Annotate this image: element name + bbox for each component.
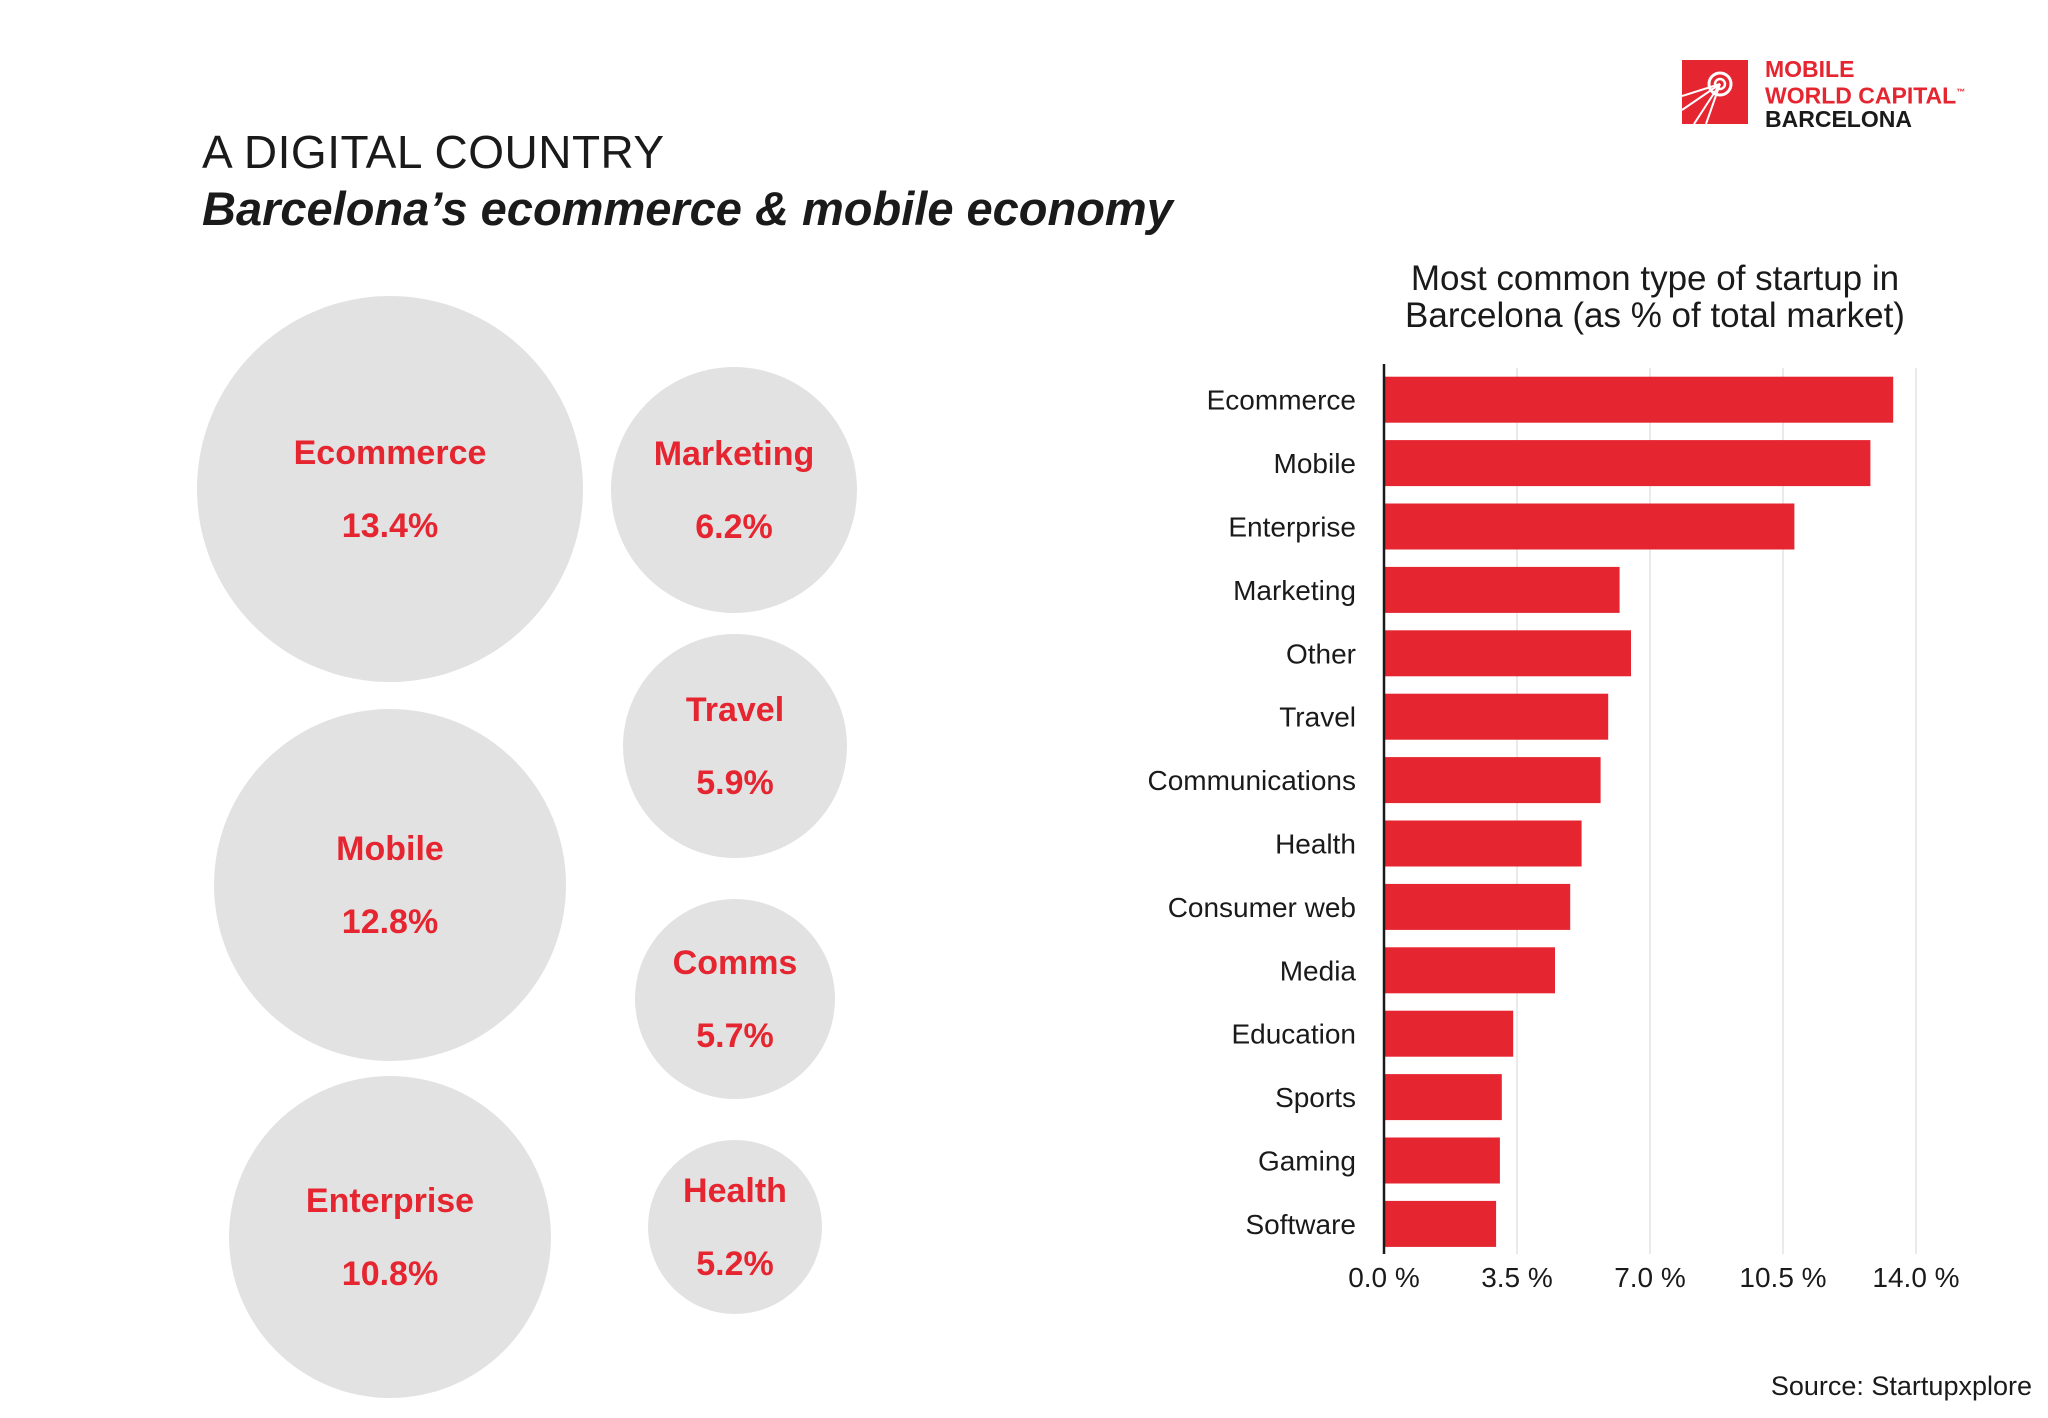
category-label: Travel xyxy=(1279,702,1356,733)
bubble-label: Mobile xyxy=(336,829,444,868)
bubble-label: Marketing xyxy=(653,434,815,473)
logo-line1: MOBILE xyxy=(1765,56,1855,82)
x-tick-label: 7.0 % xyxy=(1614,1262,1686,1293)
bubble-value: 6.2% xyxy=(695,507,773,546)
logo-line2: WORLD CAPITAL xyxy=(1765,82,1957,109)
bar xyxy=(1384,440,1871,487)
chart-title-line1: Most common type of startup in xyxy=(1410,259,1900,298)
logo-wordmark: MOBILE WORLD CAPITAL™ BARCELONA xyxy=(1765,58,1965,131)
bar xyxy=(1384,566,1620,613)
bar xyxy=(1384,1010,1514,1057)
category-label: Communications xyxy=(1147,765,1356,796)
bubble-value: 13.4% xyxy=(341,506,439,545)
chart-title-line2: Barcelona (as % of total market) xyxy=(1405,296,1905,335)
bar xyxy=(1384,1074,1502,1121)
brand-logo: MOBILE WORLD CAPITAL™ BARCELONA xyxy=(1682,58,1982,130)
bubble-health: Health 5.2% xyxy=(648,1140,822,1314)
category-label: Consumer web xyxy=(1168,892,1356,923)
bubble-value: 5.9% xyxy=(696,763,774,802)
bar xyxy=(1384,503,1795,550)
category-label: Health xyxy=(1275,829,1356,860)
category-label: Media xyxy=(1280,955,1357,986)
bubble-label: Ecommerce xyxy=(293,433,487,472)
category-label: Sports xyxy=(1275,1082,1356,1113)
category-label: Marketing xyxy=(1233,575,1356,606)
category-label: Education xyxy=(1231,1019,1356,1050)
header: A DIGITAL COUNTRY Barcelona’s ecommerce … xyxy=(202,124,1173,238)
bubble-mobile: Mobile 12.8% xyxy=(214,709,566,1061)
category-label: Ecommerce xyxy=(1207,385,1356,416)
bubble-label: Enterprise xyxy=(305,1181,475,1220)
category-label: Other xyxy=(1286,638,1356,669)
bar xyxy=(1384,947,1555,994)
category-label: Software xyxy=(1246,1209,1357,1240)
chart-title: Most common type of startup in Barcelona… xyxy=(1330,260,1980,334)
category-label: Mobile xyxy=(1274,448,1356,479)
bubble-label: Comms xyxy=(672,943,798,982)
bubble-enterprise: Enterprise 10.8% xyxy=(229,1076,551,1398)
bar xyxy=(1384,376,1894,423)
page-title: Barcelona’s ecommerce & mobile economy xyxy=(202,182,1173,235)
logo-line3: BARCELONA xyxy=(1765,105,1912,132)
bar xyxy=(1384,630,1631,677)
bar xyxy=(1384,820,1582,867)
bar xyxy=(1384,757,1601,804)
bubble-value: 5.2% xyxy=(696,1244,774,1283)
bubble-ecommerce: Ecommerce 13.4% xyxy=(197,296,583,682)
x-tick-label: 3.5 % xyxy=(1481,1262,1553,1293)
bubble-label: Travel xyxy=(685,690,785,729)
logo-tm: ™ xyxy=(1956,87,1966,97)
bubble-comms: Comms 5.7% xyxy=(635,899,835,1099)
logo-mark-icon xyxy=(1682,60,1748,124)
source-note: Source: Startupxplore xyxy=(1770,1371,2032,1401)
bubble-value: 10.8% xyxy=(341,1254,439,1293)
x-tick-label: 0.0 % xyxy=(1348,1262,1420,1293)
x-tick-label: 10.5 % xyxy=(1739,1262,1826,1293)
page-kicker: A DIGITAL COUNTRY xyxy=(202,126,665,178)
bar xyxy=(1384,1137,1500,1184)
bubble-value: 5.7% xyxy=(696,1016,774,1055)
bubble-value: 12.8% xyxy=(341,902,439,941)
bar xyxy=(1384,883,1571,930)
category-label: Gaming xyxy=(1258,1146,1356,1177)
bubble-travel: Travel 5.9% xyxy=(623,634,847,858)
category-label: Enterprise xyxy=(1228,512,1356,543)
bubble-marketing: Marketing 6.2% xyxy=(611,367,857,613)
bar xyxy=(1384,1200,1497,1247)
x-tick-label: 14.0 % xyxy=(1872,1262,1959,1293)
bar xyxy=(1384,693,1609,740)
bubble-label: Health xyxy=(683,1171,787,1210)
